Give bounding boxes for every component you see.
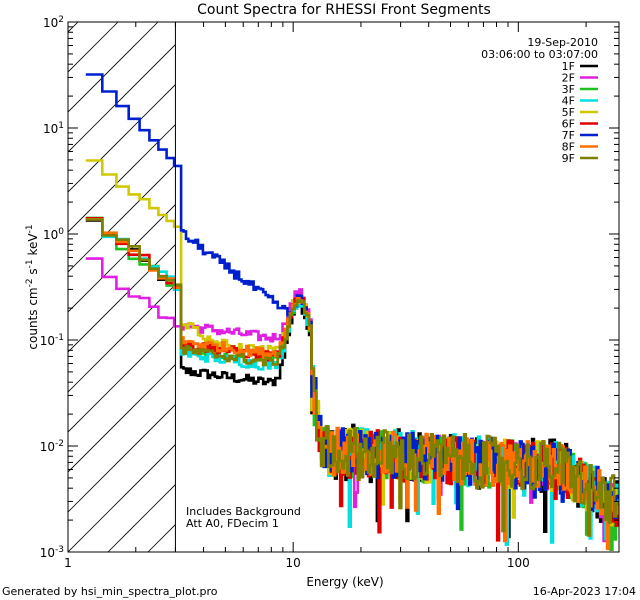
series-4F: [85, 217, 619, 546]
y-tick-label: 102: [43, 15, 64, 30]
hatch-line: [68, 84, 176, 193]
x-tick-label: 1: [64, 556, 72, 570]
x-tick-label: 100: [507, 556, 530, 570]
hatch-line: [68, 22, 119, 73]
hatch-line: [68, 364, 176, 473]
series-9F: [85, 218, 619, 537]
legend-label: 7F: [562, 129, 575, 142]
y-tick-label: 10-2: [40, 439, 64, 454]
legend-label: 1F: [562, 60, 575, 73]
y-tick-label: 101: [43, 121, 64, 136]
hatch-line: [68, 244, 176, 353]
legend-label: 2F: [562, 72, 575, 85]
y-tick-label: 10-3: [40, 545, 64, 560]
hatch-line: [68, 404, 176, 513]
legend-label: 3F: [562, 83, 575, 96]
series-8F: [85, 218, 619, 551]
x-axis-label: Energy (keV): [306, 575, 383, 589]
axes: 1 10 100 10-3 10-2 10-1 100 101 102: [40, 15, 620, 570]
y-tick-label: 100: [43, 227, 64, 242]
series-layer: [85, 73, 619, 551]
hatch-line: [68, 44, 176, 153]
hatch-line: [68, 444, 176, 552]
series-2F: [85, 257, 619, 543]
legend-time-range: 03:06:00 to 03:07:00: [481, 48, 598, 61]
y-tick-label: 10-1: [40, 333, 64, 348]
chart-title: Count Spectra for RHESSI Front Segments: [197, 2, 491, 18]
y-axis-label: counts cm-2 s-1 keV-1: [25, 224, 40, 349]
hatch-line: [68, 22, 79, 33]
legend-label: 6F: [562, 118, 575, 131]
plot-frame: [67, 21, 620, 553]
hatch-line: [68, 204, 176, 313]
legend-label: 9F: [562, 152, 575, 165]
legend-label: 4F: [562, 95, 575, 108]
footer-generated-by: Generated by hsi_min_spectra_plot.pro: [2, 585, 218, 598]
x-tick-label: 10: [286, 556, 301, 570]
series-6F: [85, 217, 619, 542]
legend-label: 8F: [562, 141, 575, 154]
annotation-attenuator: Att A0, FDecim 1: [186, 517, 279, 530]
hatch-line: [68, 22, 159, 113]
legend-label: 5F: [562, 106, 575, 119]
annotation-background: Includes Background: [186, 505, 301, 518]
footer-timestamp: 16-Apr-2023 17:04: [533, 585, 636, 598]
hatch-line: [68, 124, 176, 233]
legend-date: 19-Sep-2010: [527, 36, 598, 49]
series-3F: [85, 216, 619, 551]
